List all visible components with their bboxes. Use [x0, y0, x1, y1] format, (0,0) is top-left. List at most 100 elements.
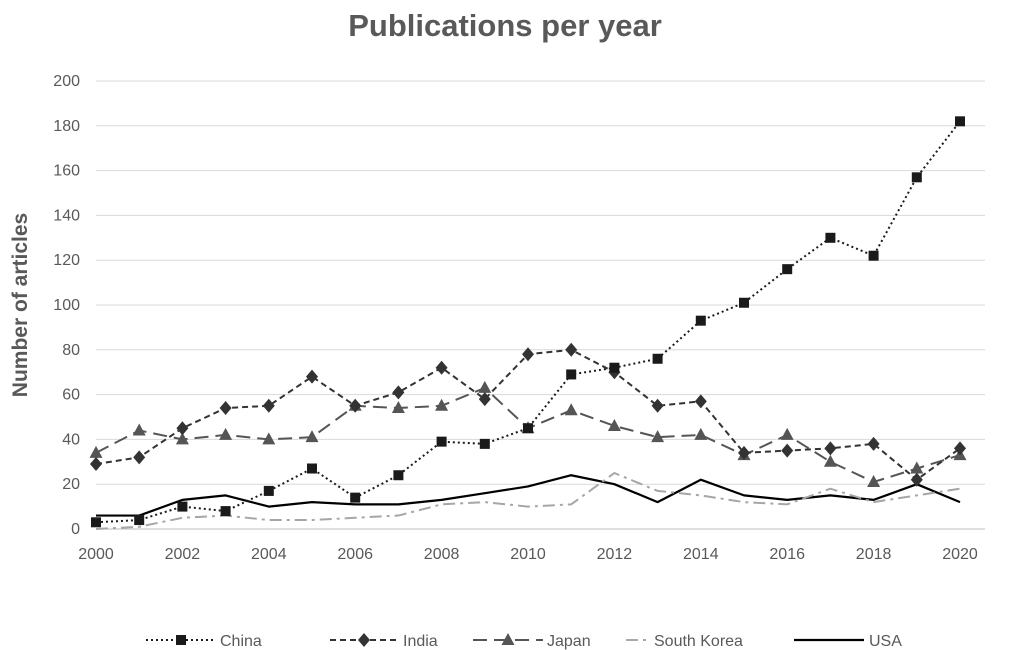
data-point [910, 461, 924, 474]
series-china [91, 116, 965, 528]
series-india [90, 342, 966, 487]
data-point [262, 432, 276, 445]
data-point [782, 264, 793, 275]
x-tick-label: 2002 [165, 546, 201, 563]
legend-label: South Korea [654, 633, 743, 650]
data-point [739, 297, 749, 308]
x-tick-label: 2010 [510, 546, 546, 563]
data-point [954, 441, 966, 456]
data-point [825, 232, 836, 243]
data-point [132, 423, 146, 436]
data-point [607, 418, 621, 431]
data-point [479, 438, 490, 449]
series-japan [89, 380, 967, 487]
data-point [307, 463, 317, 474]
legend-marker [176, 635, 186, 645]
data-point [262, 398, 275, 413]
data-point [175, 432, 189, 445]
data-point [393, 470, 404, 481]
chart-title: Publications per year [348, 8, 662, 43]
legend-item: India [330, 633, 438, 650]
x-tick-label: 2000 [78, 546, 114, 563]
data-point [350, 492, 361, 503]
data-point [781, 443, 794, 458]
x-tick-label: 2006 [337, 546, 373, 563]
data-point [176, 421, 189, 436]
legend-label: China [220, 633, 262, 650]
data-point [220, 506, 231, 517]
x-tick-label: 2016 [769, 546, 805, 563]
x-tick-label: 2018 [856, 546, 892, 563]
legend-label: India [403, 633, 438, 650]
y-tick-label: 100 [53, 297, 80, 314]
y-tick-label: 160 [53, 163, 80, 180]
series-line [95, 472, 961, 530]
legend-label: USA [869, 633, 902, 650]
data-point [564, 403, 578, 416]
data-point [392, 385, 405, 400]
data-point [478, 380, 492, 393]
data-point [435, 398, 449, 411]
data-point [263, 485, 274, 496]
data-point [391, 401, 405, 414]
legend-item: Japan [473, 633, 591, 650]
data-point [609, 362, 620, 373]
y-tick-label: 0 [71, 521, 80, 538]
data-point [955, 116, 965, 127]
data-point [89, 445, 103, 458]
x-tick-label: 2020 [942, 546, 978, 563]
x-tick-label: 2004 [251, 546, 287, 563]
x-tick-label: 2008 [424, 546, 460, 563]
data-point [824, 441, 837, 456]
data-point [523, 423, 533, 434]
x-tick-label: 2014 [683, 546, 719, 563]
data-point [90, 457, 102, 472]
x-tick-label: 2012 [597, 546, 633, 563]
data-point [867, 436, 880, 451]
y-tick-label: 20 [62, 476, 80, 493]
legend-item: China [146, 633, 262, 650]
data-point [566, 369, 577, 380]
y-tick-label: 40 [62, 431, 80, 448]
legend-marker [501, 633, 515, 645]
data-point [652, 353, 663, 364]
data-point [738, 445, 750, 460]
grid-lines [96, 80, 985, 485]
data-point [910, 472, 923, 487]
data-point [91, 517, 101, 528]
data-point [177, 501, 188, 512]
data-point [219, 401, 232, 416]
y-tick-label: 60 [62, 387, 80, 404]
data-point [435, 360, 448, 375]
data-point [219, 427, 233, 440]
data-point [823, 454, 837, 467]
data-point [565, 342, 578, 357]
y-axis-label: Number of articles [9, 213, 32, 397]
data-point [478, 392, 491, 407]
axes: 0 20 40 60 80 100 120 140 160 180 200 2000 2002 2004 2… [53, 73, 985, 563]
y-tick-label: 180 [53, 118, 80, 135]
legend: China India Japan South Korea USA [146, 633, 902, 650]
legend-item: USA [794, 633, 902, 650]
data-point [911, 172, 922, 183]
y-tick-label: 80 [62, 342, 80, 359]
data-point [695, 315, 706, 326]
data-point [436, 436, 447, 447]
data-point [306, 369, 318, 384]
series-south-korea [95, 472, 961, 530]
series-layer [89, 116, 967, 530]
y-tick-label: 200 [53, 73, 80, 90]
legend-label: Japan [547, 633, 591, 650]
series-line [96, 474, 961, 517]
data-point [134, 515, 145, 526]
data-point [305, 430, 319, 443]
legend-marker [358, 633, 370, 647]
data-point [651, 398, 664, 413]
data-point [867, 474, 881, 487]
y-tick-label: 140 [53, 207, 80, 224]
data-point [651, 430, 665, 443]
data-point [694, 427, 708, 440]
data-point [133, 450, 146, 465]
